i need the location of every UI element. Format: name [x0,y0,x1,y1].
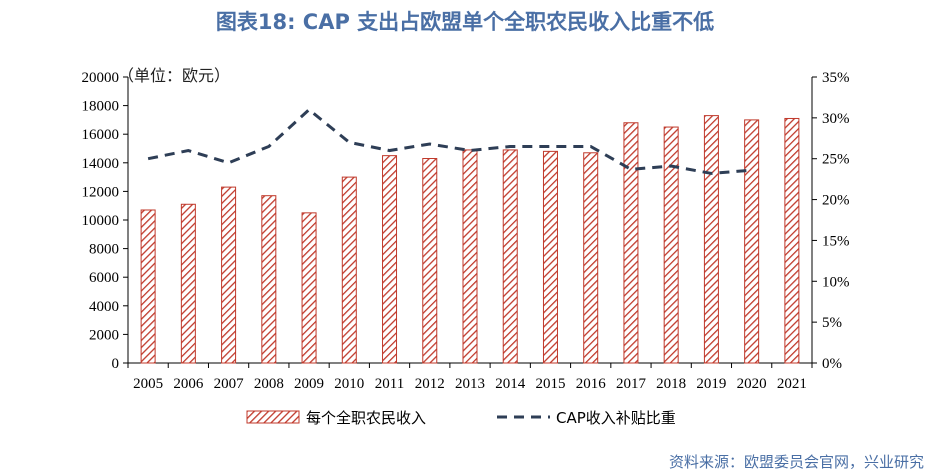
x-tick-label: 2005 [133,376,163,392]
x-tick-label: 2006 [173,376,204,392]
left-tick-label: 16000 [82,127,120,143]
left-tick-label: 18000 [82,99,120,115]
income-bar [703,115,719,364]
x-tick-label: 2013 [455,376,485,392]
right-tick-label: 35% [822,70,850,86]
right-tick-label: 15% [822,233,850,249]
right-tick-label: 30% [822,111,850,127]
x-tick-label: 2016 [576,376,607,392]
chart-title: 图表18: CAP 支出占欧盟单个全职农民收入比重不低 [215,10,715,34]
x-tick-label: 2010 [334,376,364,392]
income-bar [382,155,398,364]
x-tick-label: 2021 [777,376,807,392]
unit-label: （单位：欧元） [118,66,231,85]
left-tick-label: 6000 [89,270,119,286]
axes-group: 0 2000 4000 6000 8000 10000 12000 14000 16000 180… [82,70,850,392]
x-tick-label: 2017 [616,376,647,392]
right-tick-label: 20% [822,193,850,209]
income-bar [341,176,357,364]
right-tick-label: 0% [822,356,842,372]
left-tick-label: 20000 [82,70,120,86]
bars-group [140,115,800,364]
x-tick-label: 2018 [656,376,686,392]
right-tick-label: 10% [822,274,850,290]
income-bar [623,122,639,364]
income-bar [542,150,558,364]
income-bar [583,152,599,364]
income-bar [180,203,196,364]
x-tick-label: 2015 [535,376,565,392]
income-bar [502,149,518,364]
income-bar [221,186,237,364]
income-bar [140,209,156,364]
legend: 每个全职农民收入 CAP收入补贴比重 [246,409,676,427]
line-group [147,107,752,175]
right-tick-label: 25% [822,152,850,168]
legend-bar-swatch [246,410,300,424]
income-bar [784,117,800,364]
legend-bar-label: 每个全职农民收入 [306,409,426,427]
income-bar [301,212,317,364]
x-tick-label: 2020 [737,376,767,392]
x-tick-label: 2012 [415,376,445,392]
left-tick-label: 0 [112,356,120,372]
x-tick-label: 2011 [375,376,404,392]
left-tick-label: 8000 [89,242,119,258]
left-tick-label: 2000 [89,327,119,343]
left-tick-label: 4000 [89,299,119,315]
income-bar [422,158,438,364]
x-tick-label: 2008 [254,376,284,392]
right-tick-label: 5% [822,315,842,331]
income-bar [744,119,760,364]
x-tick-label: 2009 [294,376,324,392]
x-tick-label: 2014 [495,376,526,392]
legend-line-label: CAP收入补贴比重 [556,409,676,427]
left-tick-label: 12000 [82,184,120,200]
income-bar [663,126,679,364]
left-tick-label: 14000 [82,156,120,172]
cap-share-line [147,107,752,175]
income-bar [462,149,478,364]
left-tick-label: 10000 [82,213,120,229]
source-note: 资料来源：欧盟委员会官网，兴业研究 [668,453,924,471]
x-tick-label: 2007 [214,376,245,392]
income-bar [261,195,277,364]
x-tick-label: 2019 [696,376,726,392]
